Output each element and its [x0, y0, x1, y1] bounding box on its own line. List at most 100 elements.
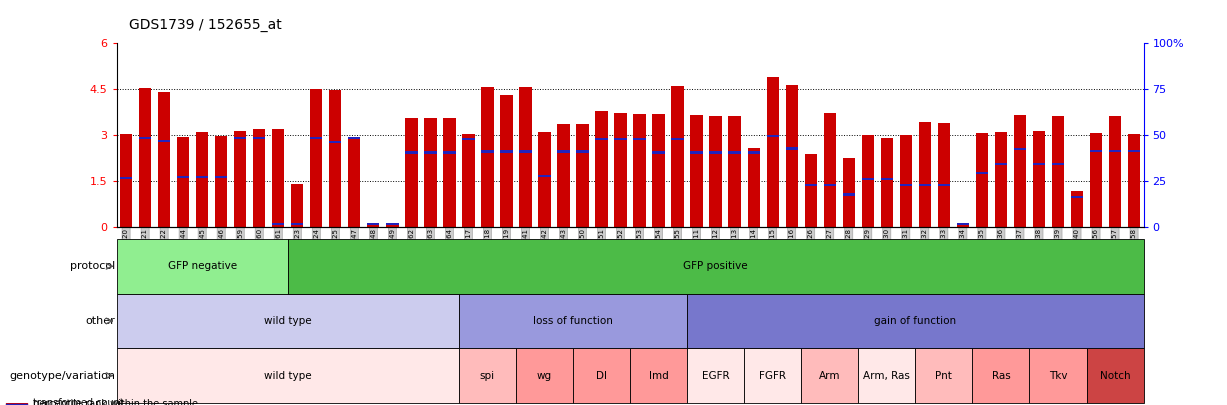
Bar [139, 88, 151, 227]
Bar [615, 138, 627, 141]
Bar [557, 124, 569, 227]
Bar [995, 163, 1007, 165]
Bar [459, 294, 687, 348]
Bar [539, 132, 551, 227]
Bar [915, 348, 972, 403]
Bar [215, 136, 227, 227]
Bar [557, 151, 569, 153]
Bar [1014, 115, 1026, 227]
Bar [501, 151, 513, 153]
Text: Tkv: Tkv [1049, 371, 1067, 381]
Text: wild type: wild type [264, 316, 312, 326]
Bar [1128, 149, 1140, 152]
Text: transformed count: transformed count [33, 398, 124, 405]
Text: Pnt: Pnt [935, 371, 952, 381]
Bar [747, 147, 760, 227]
Text: FGFR: FGFR [760, 371, 787, 381]
Bar [577, 151, 589, 153]
Bar [443, 151, 455, 153]
Text: genotype/variation: genotype/variation [10, 371, 115, 381]
Bar [405, 118, 417, 227]
Bar [919, 184, 931, 186]
Bar [234, 131, 247, 227]
Bar [653, 151, 665, 153]
Bar [957, 224, 969, 227]
Bar [348, 137, 361, 227]
Bar [425, 151, 437, 153]
Text: gain of function: gain of function [875, 316, 956, 326]
Bar [196, 132, 209, 227]
Bar [348, 137, 361, 139]
Bar [653, 114, 665, 227]
Bar [671, 86, 683, 227]
Bar [957, 223, 969, 226]
Bar [785, 147, 798, 149]
Bar [633, 114, 645, 227]
Bar [158, 140, 171, 142]
Bar [937, 123, 950, 227]
Bar [595, 111, 607, 227]
Text: GFP positive: GFP positive [683, 261, 748, 271]
Bar [272, 129, 285, 227]
Bar [861, 135, 874, 227]
Bar [995, 132, 1007, 227]
Bar [573, 348, 631, 403]
Bar [1109, 115, 1121, 227]
Bar [785, 85, 798, 227]
Text: GDS1739 / 152655_at: GDS1739 / 152655_at [129, 18, 281, 32]
Bar [117, 348, 459, 403]
Bar [744, 348, 801, 403]
Text: Notch: Notch [1099, 371, 1130, 381]
Text: other: other [86, 316, 115, 326]
Bar [139, 137, 151, 139]
Bar [329, 141, 341, 143]
Bar [519, 87, 531, 227]
Bar [367, 223, 379, 226]
Bar [1052, 163, 1064, 165]
Bar [463, 138, 475, 141]
Bar [481, 87, 493, 227]
Bar [975, 172, 988, 174]
Bar [253, 130, 265, 227]
Text: percentile rank within the sample: percentile rank within the sample [33, 399, 198, 405]
Bar [291, 184, 303, 227]
Bar [767, 135, 779, 137]
Text: wild type: wild type [264, 371, 312, 381]
Bar [801, 348, 858, 403]
Text: protocol: protocol [70, 261, 115, 271]
Bar [329, 90, 341, 227]
Bar [899, 135, 912, 227]
Bar [1109, 149, 1121, 152]
Bar [919, 122, 931, 227]
Bar [501, 95, 513, 227]
Bar [1033, 163, 1045, 165]
Bar [1033, 131, 1045, 227]
Bar [481, 151, 493, 153]
Bar [577, 124, 589, 227]
Bar [687, 294, 1144, 348]
Bar [6, 403, 27, 404]
Bar [196, 176, 209, 178]
Bar [387, 223, 399, 227]
Bar [823, 184, 836, 186]
Bar [1090, 149, 1102, 152]
Bar [117, 294, 459, 348]
Bar [709, 115, 721, 227]
Bar [443, 118, 455, 227]
Bar [177, 137, 189, 227]
Bar [687, 348, 744, 403]
Bar [405, 151, 417, 153]
Bar [843, 158, 855, 227]
Bar [823, 113, 836, 227]
Text: Arm, Ras: Arm, Ras [864, 371, 910, 381]
Bar [747, 151, 760, 153]
Bar [1014, 148, 1026, 151]
Bar [881, 178, 893, 180]
Bar [671, 138, 683, 141]
Bar [539, 175, 551, 177]
Bar [937, 184, 950, 186]
Bar [767, 77, 779, 227]
Bar [691, 151, 703, 153]
Bar [615, 113, 627, 227]
Text: Dl: Dl [596, 371, 607, 381]
